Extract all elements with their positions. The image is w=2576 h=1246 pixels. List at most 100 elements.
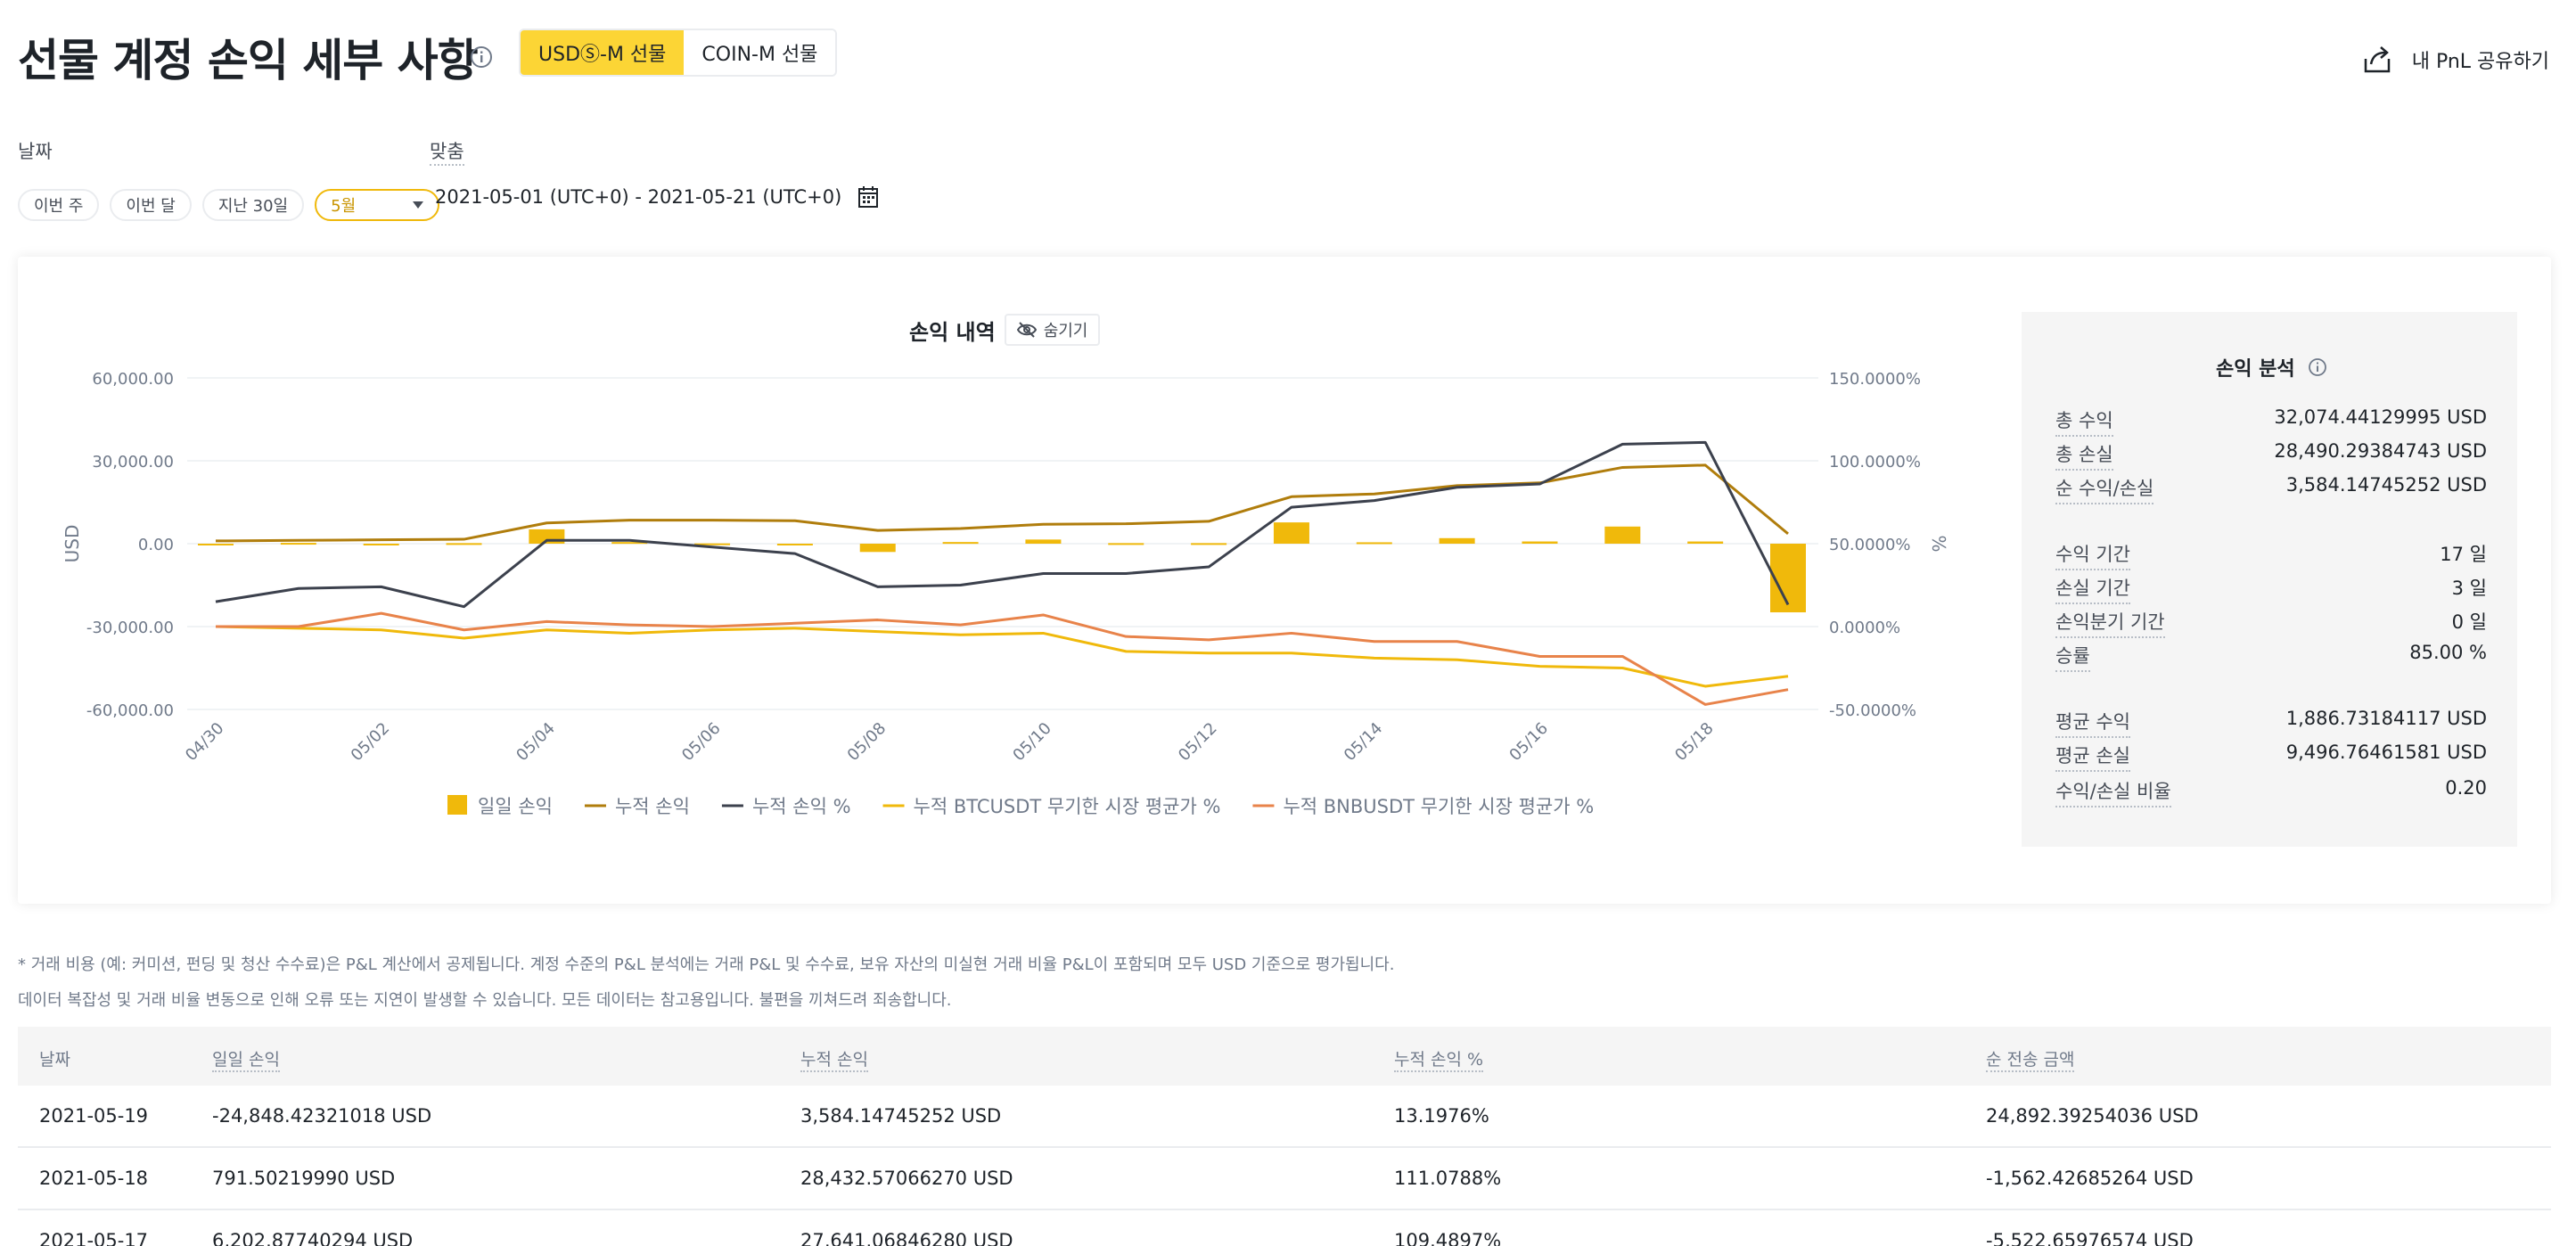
table-row: 2021-05-19 -24,848.42321018 USD 3,584.14… (18, 1086, 2551, 1148)
daily-pnl-bar (1108, 543, 1144, 545)
stat-value: 85.00 % (2409, 642, 2487, 663)
month-select[interactable]: 5월 (315, 189, 440, 221)
cell-cumulative-pnl-percent: 111.0788% (1394, 1168, 1502, 1189)
y-right-axis-label: % (1928, 535, 1949, 552)
y-right-tick-label: -50.0000% (1829, 701, 1916, 720)
stat-avg-profit: 평균 수익 1,886.73184117 USD (2055, 708, 2487, 738)
period-pills: 이번 주 이번 달 지난 30일 5월 (18, 189, 440, 221)
stat-label: 평균 손실 (2055, 742, 2130, 772)
daily-pnl-bar (1273, 522, 1309, 544)
x-tick-label: 05/16 (1505, 719, 1552, 766)
calendar-icon (858, 186, 879, 208)
daily-pnl-bar (446, 543, 482, 545)
y-right-tick-label: 50.0000% (1829, 536, 1911, 554)
stat-breakeven-days: 손익분기 기간 0 일 (2055, 608, 2487, 638)
date-range-picker[interactable]: 2021-05-01 (UTC+0) - 2021-05-21 (UTC+0) (435, 185, 879, 209)
daily-pnl-bar (859, 544, 896, 553)
legend-swatch (447, 795, 467, 815)
chart-title: 손익 내역 (909, 319, 996, 345)
stat-total-profit: 총 수익 32,074.44129995 USD (2055, 406, 2487, 437)
cell-cumulative-pnl-percent: 109.4897% (1394, 1230, 1502, 1246)
pnl-analysis-panel: 손익 분석 총 수익 32,074.44129995 USD 총 손실 28,4… (2022, 312, 2517, 847)
x-tick-label: 05/12 (1175, 719, 1221, 766)
y-right-tick-label: 0.0000% (1829, 619, 1900, 637)
stat-value: 1,886.73184117 USD (2285, 708, 2487, 729)
analysis-title: 손익 분석 (2216, 358, 2295, 381)
cell-net-transfer: -1,562.42685264 USD (1986, 1168, 2194, 1189)
cell-net-transfer: -5,522.65976574 USD (1986, 1230, 2194, 1246)
legend-label: 누적 BNBUSDT 무기한 시장 평균가 % (1283, 796, 1594, 817)
x-tick-label: 05/08 (844, 719, 890, 766)
table-header: 날짜 일일 손익 누적 손익 누적 손익 % 순 전송 금액 (18, 1027, 2551, 1086)
data-disclaimer: 데이터 복잡성 및 거래 비율 변동으로 인해 오류 또는 지연이 발생할 수 … (18, 991, 952, 1010)
fee-footnote: * 거래 비용 (예: 커미션, 펀딩 및 청산 수수료)은 P&L 계산에서 … (18, 955, 1395, 974)
hide-chart-button[interactable]: 숨기기 (1004, 314, 1101, 346)
table-row: 2021-05-17 6,202.87740294 USD 27,641.068… (18, 1210, 2551, 1246)
share-icon (2364, 46, 2390, 73)
cell-date: 2021-05-17 (39, 1230, 149, 1246)
cell-daily-pnl: 791.50219990 USD (212, 1168, 396, 1189)
daily-pnl-bar (1356, 542, 1392, 545)
stat-label: 승률 (2055, 642, 2090, 672)
daily-pnl-bar (1604, 526, 1641, 544)
stat-win-rate: 승률 85.00 % (2055, 642, 2487, 672)
daily-pnl-bar (1439, 537, 1475, 544)
column-cumulative-pnl-percent: 누적 손익 % (1394, 1046, 1484, 1072)
stat-value: 28,490.29384743 USD (2274, 440, 2487, 462)
table-row: 2021-05-18 791.50219990 USD 28,432.57066… (18, 1148, 2551, 1210)
info-icon[interactable] (2308, 357, 2327, 377)
daily-pnl-bar (363, 544, 399, 545)
cell-cumulative-pnl: 3,584.14745252 USD (800, 1105, 1002, 1127)
daily-pnl-bar (1687, 541, 1724, 544)
daily-pnl-bar (942, 542, 979, 545)
page-title: 선물 계정 손익 세부 사항 (18, 35, 479, 86)
daily-pnl-bar (611, 542, 648, 545)
share-pnl-button[interactable]: 내 PnL 공유하기 (2362, 45, 2549, 75)
pill-this-week[interactable]: 이번 주 (18, 189, 100, 221)
stat-label: 수익/손실 비율 (2055, 777, 2171, 807)
x-tick-label: 05/10 (1009, 719, 1055, 766)
cell-date: 2021-05-19 (39, 1105, 149, 1127)
cell-date: 2021-05-18 (39, 1168, 149, 1189)
y-right-tick-label: 150.0000% (1829, 370, 1921, 389)
stat-label: 평균 수익 (2055, 708, 2130, 738)
chart-header: 손익 내역 숨기기 (909, 314, 1101, 346)
cell-cumulative-pnl: 28,432.57066270 USD (800, 1168, 1013, 1189)
share-label: 내 PnL 공유하기 (2411, 51, 2549, 73)
info-icon[interactable] (469, 45, 494, 70)
pill-this-month[interactable]: 이번 달 (110, 189, 192, 221)
hide-chart-label: 숨기기 (1043, 322, 1088, 340)
tab-usds-m-futures[interactable]: USDⓈ-M 선물 (521, 30, 685, 75)
y-left-tick-label: 30,000.00 (92, 453, 174, 471)
custom-range-label: 맞춤 (430, 137, 464, 166)
legend-label: 누적 BTCUSDT 무기한 시장 평균가 % (914, 796, 1221, 817)
stat-value: 3 일 (2451, 578, 2487, 599)
legend-label: 누적 손익 % (752, 796, 851, 817)
stat-value: 32,074.44129995 USD (2274, 406, 2487, 428)
stat-label: 총 손실 (2055, 440, 2113, 471)
month-select-value: 5월 (331, 197, 357, 216)
legend-label: 일일 손익 (478, 796, 553, 817)
column-daily-pnl: 일일 손익 (212, 1046, 280, 1072)
stat-label: 순 수익/손실 (2055, 474, 2154, 504)
daily-pnl-bar (1770, 544, 1806, 613)
tab-coin-m-futures[interactable]: COIN-M 선물 (684, 30, 836, 75)
chevron-down-icon (413, 201, 424, 209)
daily-pnl-bar (1025, 539, 1062, 544)
x-tick-label: 05/18 (1671, 719, 1718, 766)
x-tick-label: 04/30 (182, 719, 228, 766)
x-tick-label: 05/02 (348, 719, 394, 766)
cell-cumulative-pnl: 27,641.06846280 USD (800, 1230, 1013, 1246)
series-line-1 (215, 440, 1790, 609)
y-left-tick-label: 60,000.00 (92, 370, 174, 389)
stat-avg-loss: 평균 손실 9,496.76461581 USD (2055, 742, 2487, 772)
stat-value: 3,584.14745252 USD (2285, 474, 2487, 496)
cell-daily-pnl: 6,202.87740294 USD (212, 1230, 414, 1246)
pill-last-30-days[interactable]: 지난 30일 (201, 189, 305, 221)
stat-profit-loss-ratio: 수익/손실 비율 0.20 (2055, 777, 2487, 807)
stat-loss-days: 손실 기간 3 일 (2055, 574, 2487, 604)
stat-value: 0.20 (2445, 777, 2487, 799)
daily-pnl-bar (1522, 541, 1558, 544)
x-tick-label: 05/14 (1341, 719, 1387, 766)
